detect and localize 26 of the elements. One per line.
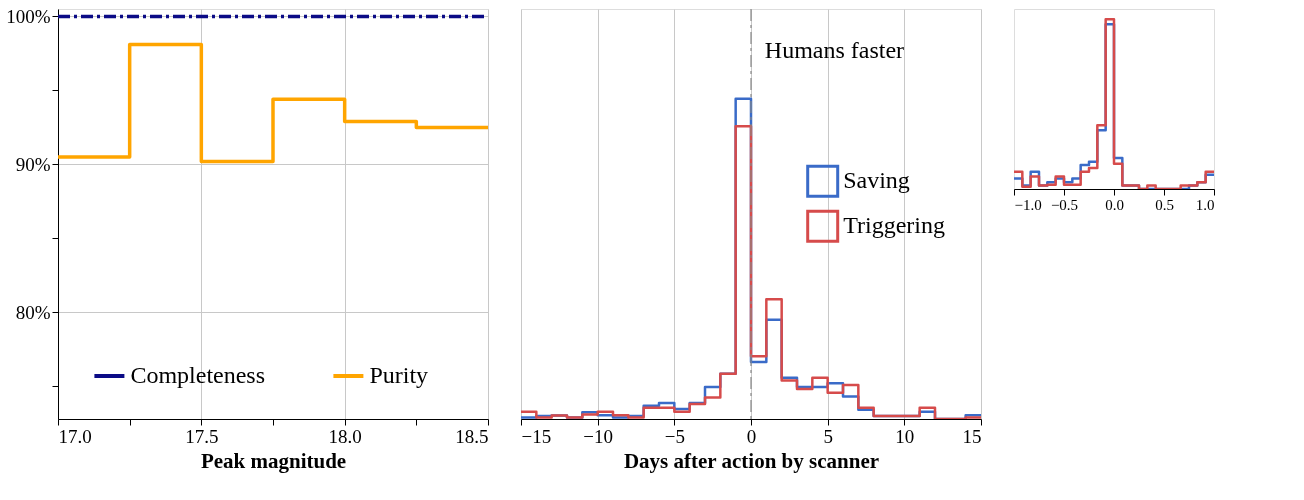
legend-label: Purity (369, 362, 429, 388)
x-axis-title: Peak magnitude (200, 448, 347, 473)
x-tick-label: −5 (664, 425, 685, 447)
x-tick-label: 5 (823, 425, 833, 447)
legend-label: Saving (843, 167, 910, 194)
x-tick-label: 1.0 (1195, 196, 1215, 213)
text: Humans faster (764, 37, 905, 63)
x-tick-label: −0.5 (1050, 196, 1079, 213)
x-tick-label: 18.0 (328, 425, 362, 447)
x-tick-label: −1.0 (1014, 196, 1042, 213)
y-tick-label: 80% (15, 301, 51, 323)
x-tick-label: −10 (583, 425, 614, 447)
x-tick-label: 17.5 (185, 425, 219, 447)
x-tick-label: 0.5 (1155, 196, 1174, 213)
x-tick-label: 18.5 (455, 425, 489, 447)
y-tick-label: 100% (6, 5, 51, 27)
x-tick-label: 10 (895, 425, 915, 447)
x-tick-label: 0.0 (1105, 196, 1124, 213)
x-tick-label: −15 (521, 425, 552, 447)
x-tick-label: 0 (746, 425, 757, 447)
x-tick-label: 15 (962, 425, 982, 447)
legend-label: Triggering (843, 212, 945, 239)
y-tick-label: 90% (15, 153, 51, 175)
x-tick-label: 17.0 (58, 425, 92, 447)
legend-label: Completeness (130, 362, 266, 388)
x-axis-title: Days after action by scanner (623, 448, 880, 473)
